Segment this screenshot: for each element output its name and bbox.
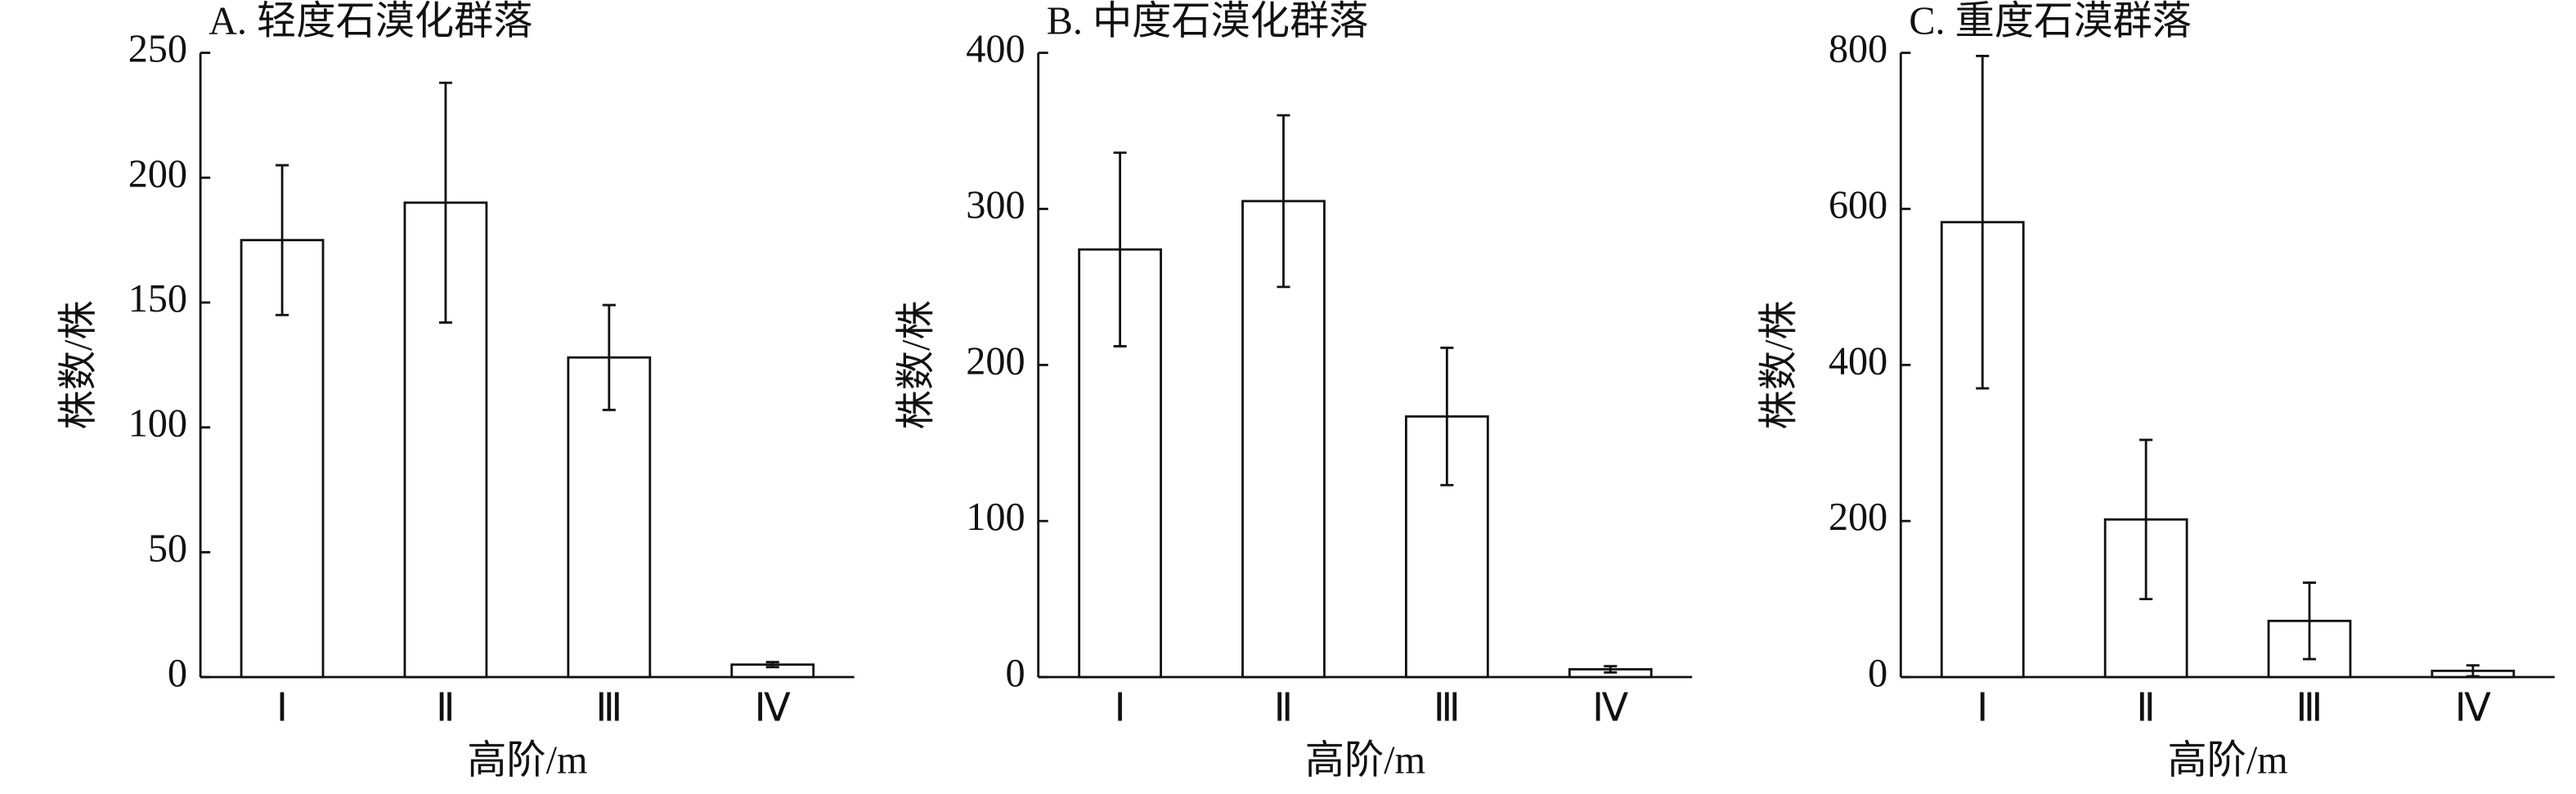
y-tick-label: 800 — [1829, 28, 1887, 71]
x-tick-label: Ⅰ — [276, 686, 288, 729]
x-tick-label: Ⅱ — [1274, 686, 1294, 729]
y-tick-label: 600 — [1829, 184, 1887, 227]
x-tick-label: Ⅰ — [1977, 686, 1988, 729]
y-tick-label: 200 — [966, 339, 1025, 383]
x-tick-label: Ⅳ — [1592, 686, 1628, 729]
y-tick-label: 150 — [128, 277, 187, 321]
x-tick-label: Ⅳ — [2455, 686, 2491, 729]
y-tick-label: 250 — [128, 28, 187, 71]
chart-title: A. 轻度石漠化群落 — [209, 0, 532, 43]
x-tick-label: Ⅱ — [2136, 686, 2156, 729]
y-tick-label: 0 — [1005, 652, 1025, 695]
y-tick-label: 200 — [1829, 496, 1887, 539]
x-tick-label: Ⅲ — [595, 686, 622, 729]
x-tick-label: Ⅳ — [754, 686, 790, 729]
chart-title: C. 重度石漠群落 — [1909, 0, 2191, 43]
y-tick-label: 300 — [966, 184, 1025, 227]
y-axis-label: 株数/株 — [1757, 300, 1801, 429]
x-axis-label: 高阶/m — [2167, 739, 2287, 783]
x-tick-label: Ⅰ — [1114, 686, 1125, 729]
y-tick-label: 0 — [1868, 652, 1887, 695]
y-axis-label: 株数/株 — [57, 300, 101, 429]
x-axis-label: 高阶/m — [467, 739, 587, 783]
x-tick-label: Ⅲ — [1434, 686, 1461, 729]
x-axis-label: 高阶/m — [1305, 739, 1425, 783]
y-tick-label: 200 — [128, 152, 187, 195]
x-tick-label: Ⅲ — [2296, 686, 2322, 729]
y-tick-label: 50 — [148, 527, 187, 570]
chart-title: B. 中度石漠化群落 — [1047, 0, 1369, 43]
y-axis-label: 株数/株 — [895, 300, 938, 429]
y-tick-label: 400 — [1829, 339, 1887, 383]
y-tick-label: 0 — [168, 652, 187, 695]
x-tick-label: Ⅱ — [436, 686, 456, 729]
y-tick-label: 100 — [966, 496, 1025, 539]
y-tick-label: 400 — [966, 28, 1025, 71]
y-tick-label: 100 — [128, 402, 187, 446]
